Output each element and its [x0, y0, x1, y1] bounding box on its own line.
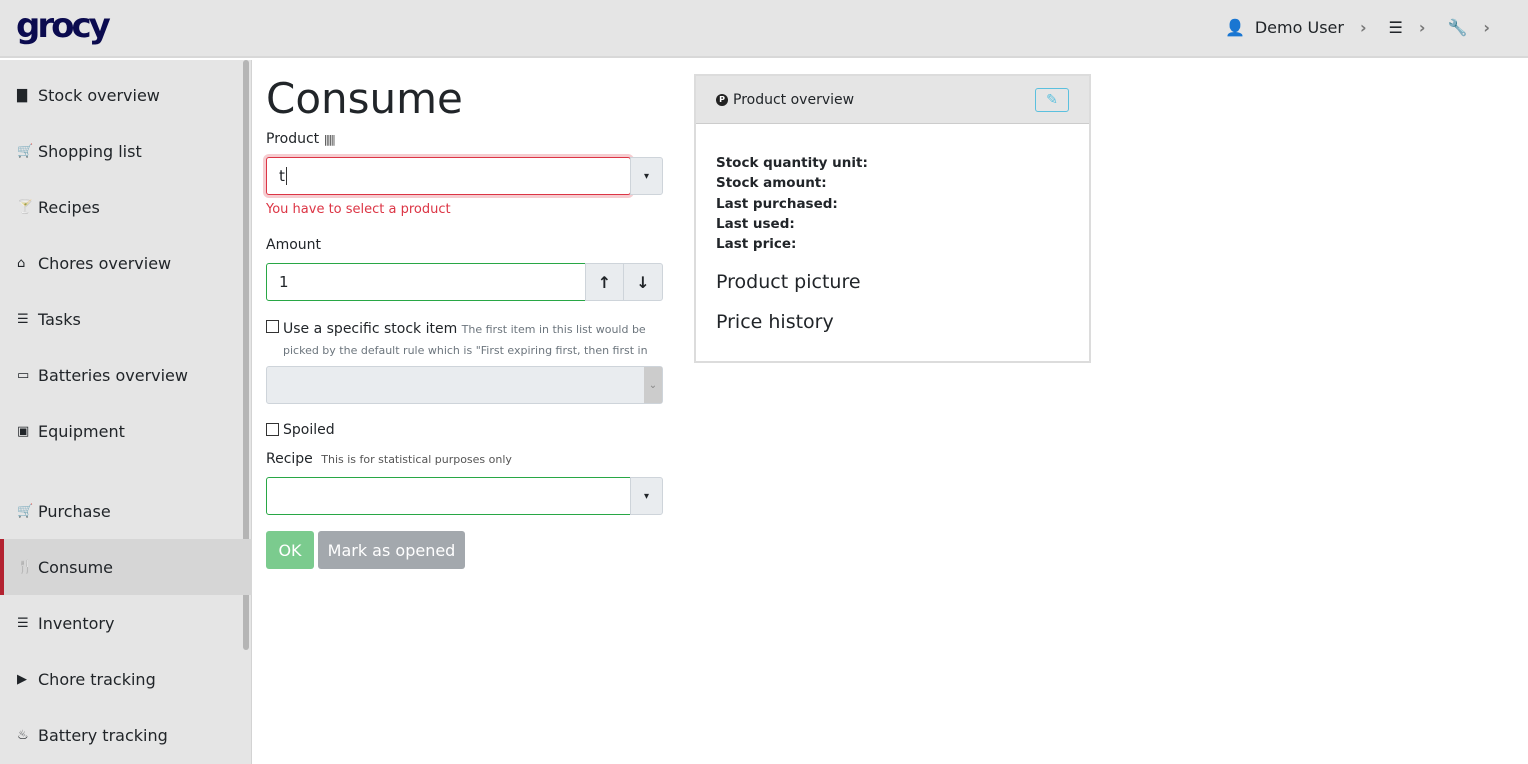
utensils-icon: 🍴 [17, 559, 34, 575]
amount-input[interactable]: 1 [266, 263, 586, 301]
sidebar-item-equipment[interactable]: ▣ Equipment [0, 403, 252, 459]
ok-button[interactable]: OK [266, 531, 314, 569]
barcode-icon: |||||| [323, 133, 336, 146]
sidebar-item-label: Tasks [38, 309, 81, 329]
sidebar-item-label: Chore tracking [38, 669, 156, 689]
last-used-label: Last used: [716, 216, 795, 232]
user-menu[interactable]: Demo User [1254, 18, 1344, 37]
top-navbar: grocy 👤 Demo User › ☰ › 🔧 › [0, 0, 1528, 58]
amount-increase-button[interactable]: ↑ [585, 263, 624, 301]
user-icon: 👤 [1224, 18, 1245, 37]
sidebar-item-chores-overview[interactable]: ⌂ Chores overview [0, 235, 252, 291]
spoiled-label: Spoiled [283, 422, 335, 438]
settings-sliders-icon[interactable]: ☰ [1388, 18, 1403, 37]
stock-quantity-unit-label: Stock quantity unit: [716, 155, 868, 171]
cocktail-icon: 🍸 [17, 199, 34, 215]
wrench-icon[interactable]: 🔧 [1447, 18, 1468, 37]
product-overview-card: P Product overview ✎ Stock quantity unit:… [694, 74, 1091, 363]
recipe-label: Recipe This is for statistical purposes … [266, 451, 512, 467]
stock-amount-label: Stock amount: [716, 175, 827, 191]
sidebar-item-label: Inventory [38, 613, 115, 633]
spoiled-checkbox[interactable] [266, 423, 279, 436]
sidebar-item-chore-tracking[interactable]: ▶ Chore tracking [0, 651, 252, 707]
cart-icon: 🛒 [17, 143, 34, 159]
edit-product-button[interactable]: ✎ [1035, 88, 1069, 112]
sidebar: ▇ Stock overview 🛒 Shopping list 🍸 Recipes ⌂ Ch… [0, 60, 252, 764]
list-icon: ☰ [17, 615, 29, 631]
sidebar-item-label: Batteries overview [38, 365, 188, 385]
product-error: You have to select a product [266, 202, 451, 217]
amount-label: Amount [266, 237, 322, 253]
battery-icon: ▭ [17, 367, 30, 383]
sidebar-item-label: Equipment [38, 421, 125, 441]
sidebar-item-inventory[interactable]: ☰ Inventory [0, 595, 252, 651]
sidebar-item-tasks[interactable]: ☰ Tasks [0, 291, 252, 347]
chevron-right-icon: › [1359, 18, 1367, 37]
product-input[interactable]: t [266, 157, 631, 195]
sidebar-item-consume[interactable]: 🍴 Consume [0, 539, 252, 595]
product-label: Product |||||| [266, 131, 336, 147]
specific-stock-checkbox[interactable] [266, 320, 279, 333]
sidebar-item-recipes[interactable]: 🍸 Recipes [0, 179, 252, 235]
last-price-label: Last price: [716, 236, 797, 252]
card-title: Product overview [733, 91, 855, 108]
fire-icon: ♨ [17, 727, 29, 743]
sidebar-item-label: Shopping list [38, 141, 142, 161]
specific-stock-select: ⌄ [266, 366, 663, 404]
sidebar-item-shopping-list[interactable]: 🛒 Shopping list [0, 123, 252, 179]
select-chevron-icon: ⌄ [644, 367, 662, 403]
sidebar-item-label: Recipes [38, 197, 100, 217]
sidebar-item-label: Stock overview [38, 85, 160, 105]
mark-as-opened-button[interactable]: Mark as opened [318, 531, 465, 569]
sidebar-item-label: Battery tracking [38, 725, 168, 745]
grocy-logo[interactable]: grocy [16, 6, 111, 46]
sidebar-scrollbar[interactable] [243, 60, 249, 650]
box-icon: ▇ [17, 87, 27, 103]
page-title: Consume [266, 74, 463, 123]
cart-icon: 🛒 [17, 503, 34, 519]
product-picture-heading: Product picture [716, 271, 861, 293]
amount-decrease-button[interactable]: ↓ [623, 263, 663, 301]
sidebar-item-label: Purchase [38, 501, 111, 521]
toolbox-icon: ▣ [17, 423, 30, 439]
play-icon: ▶ [17, 671, 27, 687]
sidebar-item-label: Consume [38, 557, 114, 577]
sidebar-item-batteries-overview[interactable]: ▭ Batteries overview [0, 347, 252, 403]
recipe-input[interactable] [266, 477, 631, 515]
chevron-right-icon: › [1418, 18, 1426, 37]
tasks-icon: ☰ [17, 311, 29, 327]
last-purchased-label: Last purchased: [716, 196, 838, 212]
edit-icon: ✎ [1046, 92, 1058, 108]
sidebar-item-battery-tracking[interactable]: ♨ Battery tracking [0, 707, 252, 763]
product-dropdown-toggle[interactable]: ▾ [630, 157, 663, 195]
price-history-heading: Price history [716, 311, 834, 333]
recipe-dropdown-toggle[interactable]: ▾ [630, 477, 663, 515]
sidebar-item-purchase[interactable]: 🛒 Purchase [0, 483, 252, 539]
home-icon: ⌂ [17, 255, 26, 271]
sidebar-item-stock-overview[interactable]: ▇ Stock overview [0, 67, 252, 123]
product-p-icon: P [716, 93, 728, 106]
sidebar-item-label: Chores overview [38, 253, 172, 273]
chevron-right-icon: › [1483, 18, 1490, 37]
